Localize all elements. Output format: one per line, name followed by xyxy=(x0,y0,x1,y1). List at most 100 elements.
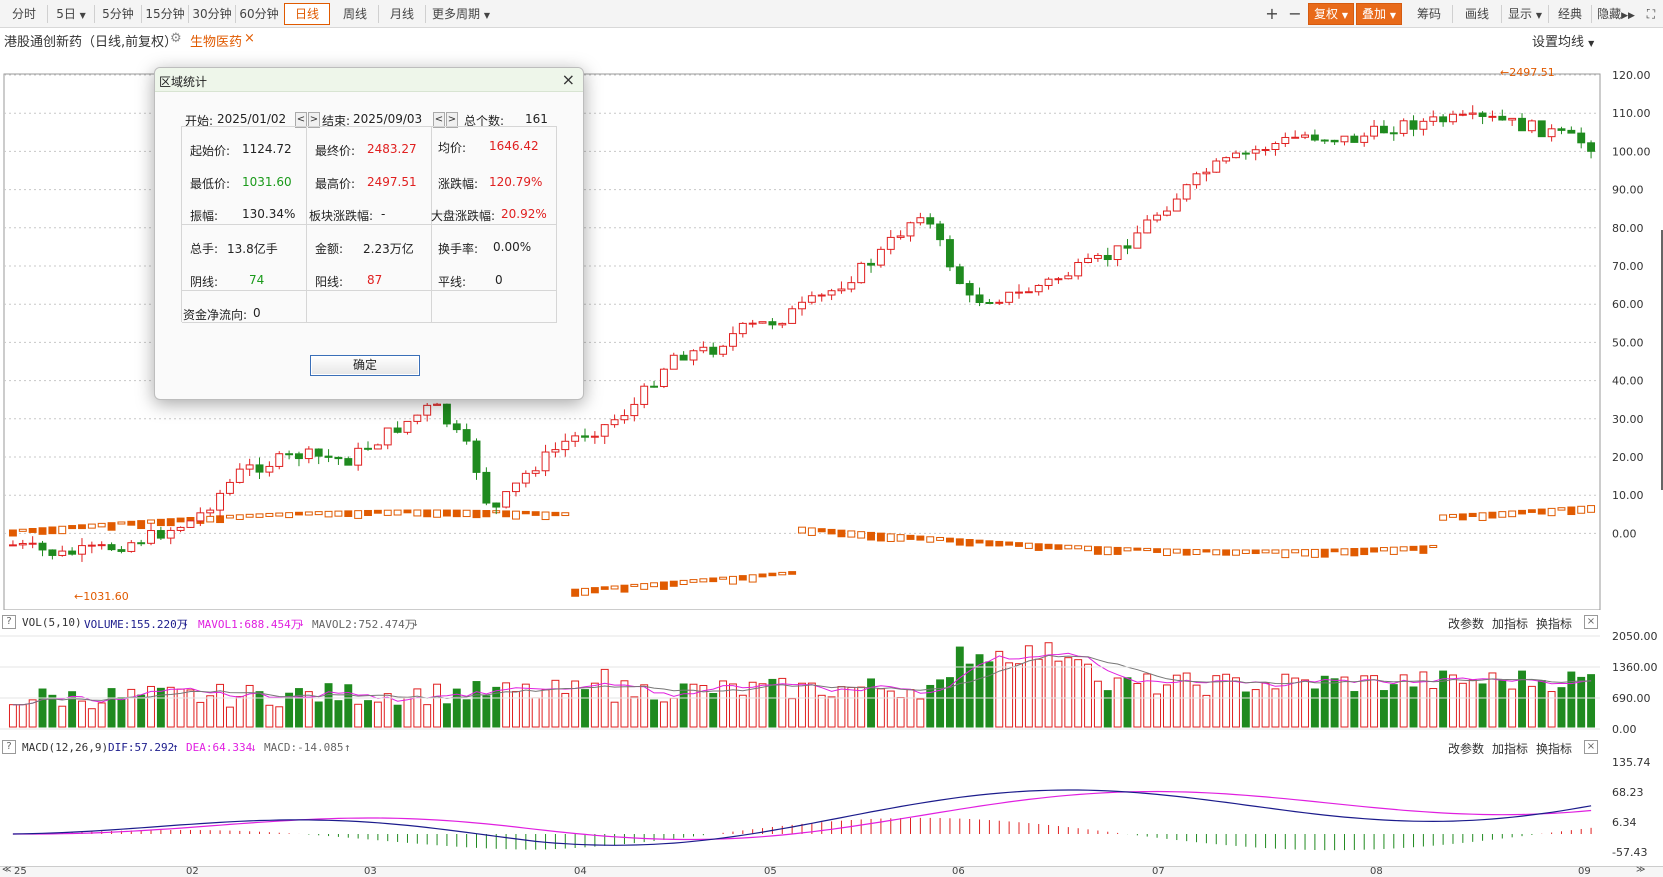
overlay-candle xyxy=(709,577,718,583)
macd-axis-label: 68.23 xyxy=(1612,786,1644,799)
start-prev-button[interactable]: < xyxy=(295,112,307,128)
period-tab-intraday[interactable]: 分时 xyxy=(11,7,36,21)
add-indicator-button[interactable]: 加指标 xyxy=(1492,742,1529,756)
dialog-titlebar[interactable]: 区域统计 × xyxy=(155,68,583,92)
volume-bar xyxy=(275,706,284,728)
period-tab-weekly[interactable]: 周线 xyxy=(342,7,367,21)
draw-line-button[interactable]: 画线 xyxy=(1464,7,1489,21)
volume-bar xyxy=(847,686,856,728)
price-candle xyxy=(1389,132,1398,135)
overlay-candle xyxy=(1192,549,1201,555)
overlay-candle xyxy=(600,586,609,590)
market-change-value: 20.92% xyxy=(501,207,547,221)
ma-setting-dropdown[interactable]: 设置均线 ▼ xyxy=(1532,31,1594,50)
zoom-out-button[interactable]: − xyxy=(1288,4,1302,23)
gear-icon[interactable]: ⚙ xyxy=(170,31,182,46)
macd-chart[interactable]: 135.74 68.23 6.34 -57.43 xyxy=(0,756,1663,866)
period-tab-daily[interactable]: 日线 xyxy=(284,3,330,25)
zoom-in-button[interactable]: + xyxy=(1265,4,1279,23)
amplitude-label: 振幅: xyxy=(190,209,219,223)
price-candle xyxy=(472,440,481,473)
price-candle xyxy=(1172,198,1181,212)
volume-bar xyxy=(87,708,96,728)
change-params-button[interactable]: 改参数 xyxy=(1448,617,1485,631)
price-candle xyxy=(304,448,313,460)
price-candle xyxy=(650,385,659,388)
volume-bar xyxy=(1103,690,1112,728)
adjust-price-dropdown[interactable]: 复权 ▼ xyxy=(1308,3,1354,25)
mavol1-line xyxy=(12,652,1592,706)
remove-overlay-close-icon[interactable]: × xyxy=(244,31,255,46)
period-tab-monthly[interactable]: 月线 xyxy=(389,7,414,21)
overlay-dropdown[interactable]: 叠加 ▼ xyxy=(1356,3,1402,25)
add-indicator-button[interactable]: 加指标 xyxy=(1492,617,1529,631)
overlay-candle xyxy=(373,509,382,514)
volume-bar xyxy=(383,693,392,728)
volume-bar xyxy=(18,704,27,728)
volume-bar xyxy=(650,699,659,728)
price-candle xyxy=(107,544,116,551)
price-candle xyxy=(1024,291,1033,294)
toolbar-divider xyxy=(1501,5,1502,23)
macd-indicator-name: MACD(12,26,9) xyxy=(22,741,109,754)
period-toolbar: 分时 5日 ▼ 5分钟 15分钟 30分钟 60分钟 日线 周线 月线 更多周期… xyxy=(0,0,1663,28)
overlay-sector-tag[interactable]: 生物医药 xyxy=(190,35,243,50)
chips-button[interactable]: 筹码 xyxy=(1416,7,1441,21)
avg-price-value: 1646.42 xyxy=(489,139,539,153)
price-candle xyxy=(1587,142,1596,152)
grid-cell xyxy=(182,127,307,225)
display-dropdown[interactable]: 显示 ▼ xyxy=(1503,3,1547,25)
close-macd-panel-icon[interactable]: × xyxy=(1584,740,1598,754)
overlay-candle xyxy=(1015,542,1023,547)
overlay-candle xyxy=(1005,541,1014,546)
switch-indicator-button[interactable]: 换指标 xyxy=(1536,742,1573,756)
scroll-right-icon[interactable]: ≫ xyxy=(1636,865,1646,875)
amplitude-value: 130.34% xyxy=(242,207,296,221)
overlay-candle xyxy=(965,539,974,547)
caret-down-icon: ▼ xyxy=(79,11,86,20)
price-axis-label: 0.00 xyxy=(1612,527,1637,540)
price-candle xyxy=(512,482,520,493)
overlay-candle xyxy=(512,510,520,520)
switch-indicator-button[interactable]: 换指标 xyxy=(1536,617,1573,631)
ok-button[interactable]: 确定 xyxy=(310,355,420,376)
start-next-button[interactable]: > xyxy=(308,112,320,128)
macd-help-icon[interactable]: ? xyxy=(2,740,16,754)
volume-bar xyxy=(1488,672,1497,728)
volume-help-icon[interactable]: ? xyxy=(2,615,16,629)
price-candle xyxy=(1192,173,1201,186)
period-tab-15min[interactable]: 15分钟 xyxy=(145,7,185,21)
scroll-left-icon[interactable]: ≪ xyxy=(2,865,12,875)
volume-bar xyxy=(1064,657,1073,728)
period-tab-5min[interactable]: 5分钟 xyxy=(102,7,134,21)
price-candle xyxy=(817,294,826,297)
close-volume-panel-icon[interactable]: × xyxy=(1584,615,1598,629)
end-prev-button[interactable]: < xyxy=(433,112,445,128)
time-axis-month-label: 08 xyxy=(1370,866,1383,877)
price-candle xyxy=(778,322,787,326)
change-params-button[interactable]: 改参数 xyxy=(1448,742,1485,756)
caret-down-icon: ▼ xyxy=(1341,11,1348,20)
overlay-candle xyxy=(689,579,698,583)
price-candle xyxy=(1379,125,1388,134)
more-periods-dropdown[interactable]: 更多周期 ▼ xyxy=(427,3,495,25)
volume-bar xyxy=(344,684,353,728)
price-candle xyxy=(867,262,875,266)
fullscreen-icon[interactable]: ⛶ xyxy=(1646,7,1656,21)
period-tab-60min[interactable]: 60分钟 xyxy=(239,7,279,21)
price-candle xyxy=(1360,135,1369,143)
dialog-close-icon[interactable]: × xyxy=(561,70,575,89)
classic-button[interactable]: 经典 xyxy=(1557,7,1582,21)
price-candle xyxy=(995,301,1004,304)
hide-panel-button[interactable]: 隐藏▶▶ xyxy=(1593,3,1639,25)
price-candle xyxy=(541,451,550,472)
price-candle xyxy=(87,544,96,547)
period-tab-5day[interactable]: 5日 ▼ xyxy=(49,3,93,25)
period-tab-30min[interactable]: 30分钟 xyxy=(192,7,232,21)
overlay-candle xyxy=(581,587,589,596)
end-next-button[interactable]: > xyxy=(446,112,458,128)
volume-chart[interactable]: 2050.00 1360.00 690.00 0.00 xyxy=(0,631,1663,735)
price-candle xyxy=(1399,120,1408,134)
overlay-candle xyxy=(1429,544,1438,549)
price-candle xyxy=(1419,120,1428,130)
